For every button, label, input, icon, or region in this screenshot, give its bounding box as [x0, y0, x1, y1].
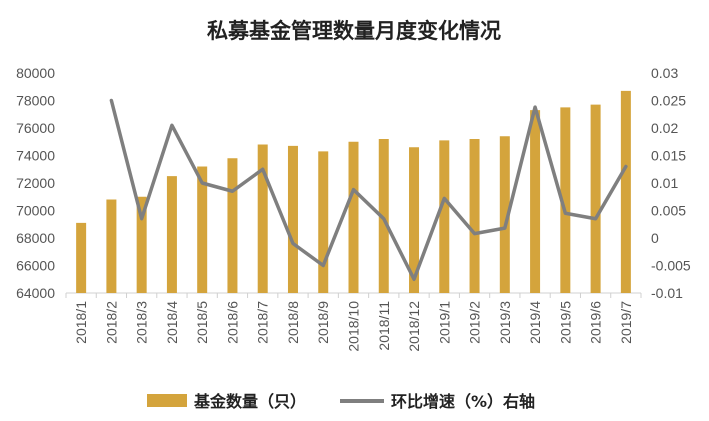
right-tick-label: 0 [651, 230, 659, 246]
x-tick-label: 2019/1 [436, 301, 452, 344]
line-point [353, 189, 354, 191]
left-tick-label: 72000 [16, 175, 55, 191]
line-point [474, 233, 476, 235]
right-tick-label: 0.03 [651, 65, 678, 81]
bar [439, 140, 450, 293]
bar [530, 110, 541, 293]
line-point [171, 124, 173, 126]
bar [469, 139, 480, 293]
line-point [383, 218, 385, 220]
x-tick-label: 2018/3 [134, 301, 150, 344]
line-point [231, 190, 233, 192]
bar [590, 104, 601, 293]
right-tick-label: 0.02 [651, 120, 678, 136]
bar [409, 147, 420, 293]
bar [499, 136, 510, 293]
left-tick-label: 64000 [16, 285, 55, 301]
x-tick-label: 2018/7 [255, 301, 271, 344]
x-tick-label: 2018/11 [376, 301, 392, 351]
x-tick-label: 2018/1 [73, 301, 89, 344]
left-axis: 64000 66000 68000 70000 72000 74000 76000 78000… [16, 65, 55, 301]
bar [318, 151, 329, 293]
bar [257, 144, 268, 293]
line-point [413, 278, 415, 280]
left-tick-label: 78000 [16, 93, 55, 109]
x-tick-label: 2019/6 [588, 301, 604, 344]
growth-line [109, 98, 628, 281]
line-point [292, 243, 294, 244]
line-point [141, 218, 143, 220]
bar-series [76, 90, 631, 293]
line-series [109, 98, 628, 281]
line-point [262, 168, 264, 170]
x-tick-label: 2019/2 [467, 301, 483, 344]
line-point [322, 265, 324, 266]
left-tick-label: 70000 [16, 203, 55, 219]
x-tick-label: 2019/4 [527, 301, 543, 344]
line-point [564, 212, 566, 214]
chart-title: 私募基金管理数量月度变化情况 [207, 19, 501, 43]
legend-bar-swatch [147, 394, 187, 407]
legend-line-label: 环比增速（%）右轴 [391, 392, 535, 411]
x-tick-label: 2019/5 [557, 301, 573, 344]
x-tick-label: 2018/9 [315, 301, 331, 344]
x-tick-label: 2019/7 [618, 301, 634, 344]
line-point [201, 182, 203, 184]
bar [560, 107, 571, 293]
line-point [504, 227, 506, 229]
bar [76, 222, 87, 293]
x-tick-label: 2018/8 [285, 301, 301, 344]
x-axis: 2018/1 2018/2 2018/3 2018/4 2018/5 2018/6 2018… [65, 293, 642, 352]
right-tick-label: 0.015 [651, 148, 686, 164]
x-tick-label: 2018/5 [194, 301, 210, 344]
x-tick-label: 2018/12 [406, 301, 422, 352]
legend: 基金数量（只） 环比增速（%）右轴 [147, 392, 535, 411]
line-point [443, 197, 445, 199]
bar [106, 199, 117, 293]
line-point [110, 100, 112, 101]
line-point [534, 106, 536, 108]
x-tick-label: 2019/3 [497, 301, 513, 344]
bar [348, 141, 359, 293]
line-point [625, 166, 627, 167]
bar [227, 158, 238, 293]
x-tick-label: 2018/10 [346, 301, 362, 352]
bar [166, 176, 177, 293]
right-tick-label: -0.005 [651, 258, 691, 274]
bar [197, 166, 208, 293]
right-axis: -0.01 -0.005 0 0.005 0.01 0.015 0.02 0.025 0.03 [651, 65, 691, 301]
right-tick-label: 0.01 [651, 175, 678, 191]
x-tick-label: 2018/2 [103, 301, 119, 344]
line-point [595, 218, 597, 220]
right-tick-label: 0.005 [651, 203, 686, 219]
left-tick-label: 74000 [16, 148, 55, 164]
bar [287, 145, 298, 293]
left-tick-label: 80000 [16, 65, 55, 81]
left-tick-label: 66000 [16, 258, 55, 274]
right-tick-label: 0.025 [651, 93, 686, 109]
bar [136, 196, 147, 293]
left-tick-label: 68000 [16, 230, 55, 246]
left-tick-label: 76000 [16, 120, 55, 136]
legend-bar-label: 基金数量（只） [193, 392, 306, 411]
right-tick-label: -0.01 [651, 285, 683, 301]
x-tick-label: 2018/4 [164, 301, 180, 344]
bar [620, 90, 631, 293]
bar [378, 139, 389, 293]
x-tick-label: 2018/6 [224, 301, 240, 344]
